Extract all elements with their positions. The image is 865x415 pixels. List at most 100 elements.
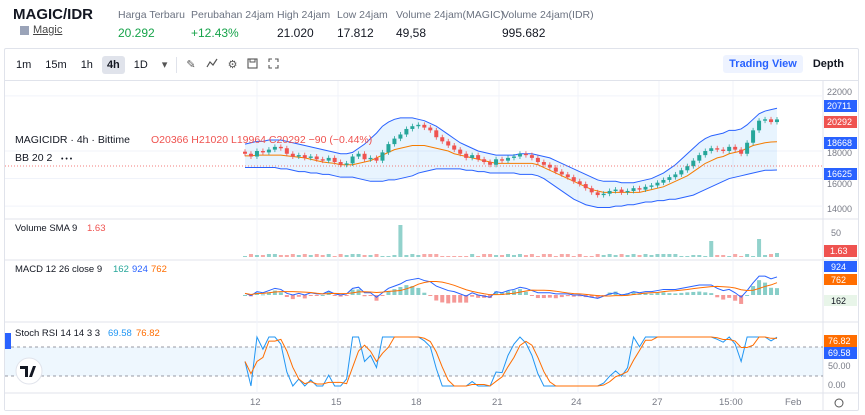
macd-hist-bar [500,292,505,295]
rsi-tick: 50.00 [828,361,851,371]
candle-body [763,119,768,121]
macd-hist-bar [541,295,546,299]
macd-hist-bar [571,295,576,297]
candle-body [326,157,331,161]
volume-bar [494,255,499,257]
candle-body [655,182,660,186]
bb-fill [245,108,777,208]
pair-title: MAGIC/IDR [13,6,93,23]
candle-body [685,166,690,171]
volume-bar [517,254,522,257]
macd-hist-bar [404,285,409,295]
interval-1d[interactable]: 1D [133,58,148,71]
volume-bar [757,239,762,257]
rsi-badge-bg [824,347,857,359]
macd-hist-bar [733,295,738,301]
pencil-icon[interactable]: ✎ [186,59,196,71]
macd-hist-bar [434,295,439,301]
volume-bar [583,256,588,257]
save-icon[interactable] [247,57,259,72]
volume-bar [380,256,385,257]
volume-bar [464,256,469,257]
legend-bb-more[interactable]: • • • [61,156,73,163]
candle-body [446,141,451,146]
macd-hist-bar [691,291,696,295]
time-settings-icon[interactable] [834,398,844,408]
candle-body [272,146,277,150]
stat-high-24h: High 24jam 21.020 [277,9,330,40]
volume-bar [655,254,660,257]
candle-body [643,186,648,190]
candle-body [607,190,612,194]
candle-body [464,153,469,158]
chevron-down-icon[interactable]: ▾ [161,59,168,71]
volume-bar [428,254,433,257]
candle-body [679,170,684,175]
macd-hist-bar [529,295,534,296]
candle-body [266,149,271,153]
interval-15m[interactable]: 15m [45,58,67,71]
rsi-badge-bg [824,335,857,347]
interval-1m[interactable]: 1m [16,58,32,71]
macd-hist-bar [392,289,397,295]
volume-bar [649,255,654,257]
candle-body [278,146,283,149]
macd-hist-bar [577,295,582,297]
macd-hist-bar [440,295,445,303]
macd-hist-bar [386,291,391,295]
macd-hist-bar [476,295,481,298]
stat-change-24h: Perubahan 24jam +12.43% [191,9,274,40]
candle-body [440,137,445,142]
pane-collapse-handle[interactable] [5,333,11,349]
volume-bar [374,254,379,257]
volume-bar [476,256,481,257]
depth-tab[interactable]: Depth [812,58,844,70]
candle-body [673,174,678,178]
volume-bar [565,254,570,257]
price-badge-upper: 20711 [827,101,851,111]
chart-canvas[interactable]: MAGICIDR · 4h · Bittime O20366 H21020 L1… [5,81,858,410]
candle-body [374,157,379,161]
candle-body [422,124,427,128]
macd-hist-bar [745,295,750,296]
candle-body [368,157,373,160]
macd-hist-bar [266,292,271,295]
interval-4h[interactable]: 4h [101,55,125,74]
volume-bar [607,254,612,257]
stat-value: 49,58 [396,26,427,40]
candle-body [601,193,606,196]
settings-icon[interactable]: ⚙ [227,59,238,71]
tradingview-logo-icon[interactable] [15,357,43,385]
candle-body [559,171,564,175]
macd-badge-signal: 762 [831,275,846,285]
macd-hist-bar [661,292,666,295]
coin-link[interactable]: Magic [33,24,63,36]
candle-body [595,192,600,196]
interval-1h[interactable]: 1h [80,58,93,71]
volume-bar [488,254,493,257]
chart-widget[interactable]: 1m 15m 1h 4h 1D ▾ ✎ ⚙ Trading View Depth [4,48,859,411]
macd-hist-bar [535,295,540,299]
candle-body [571,177,576,182]
coin-logo-icon [20,25,29,35]
price-badge-bg [824,100,857,112]
volume-bar [619,254,624,257]
fullscreen-icon[interactable] [268,57,280,72]
stat-label: Perubahan 24jam [191,9,274,21]
macd-hist-bar [380,295,385,296]
candle-body [529,155,534,158]
macd-hist-bar [511,290,516,295]
trading-view-tab[interactable]: Trading View [723,55,803,73]
candle-body [254,151,259,157]
candle-body [565,174,570,178]
market-header: MAGIC/IDR Magic Harga Terbaru 20.292 Per… [0,0,865,46]
volume-bars [243,225,779,257]
volume-badge-bg [824,245,857,257]
candle-body [404,128,409,135]
indicator-icon[interactable] [206,57,218,72]
time-label: Feb [785,397,801,408]
candle-body [757,120,762,131]
macd-hist-bar [428,295,433,296]
macd-hist-bar [721,295,726,300]
coin-link-row[interactable]: Magic [20,24,62,36]
